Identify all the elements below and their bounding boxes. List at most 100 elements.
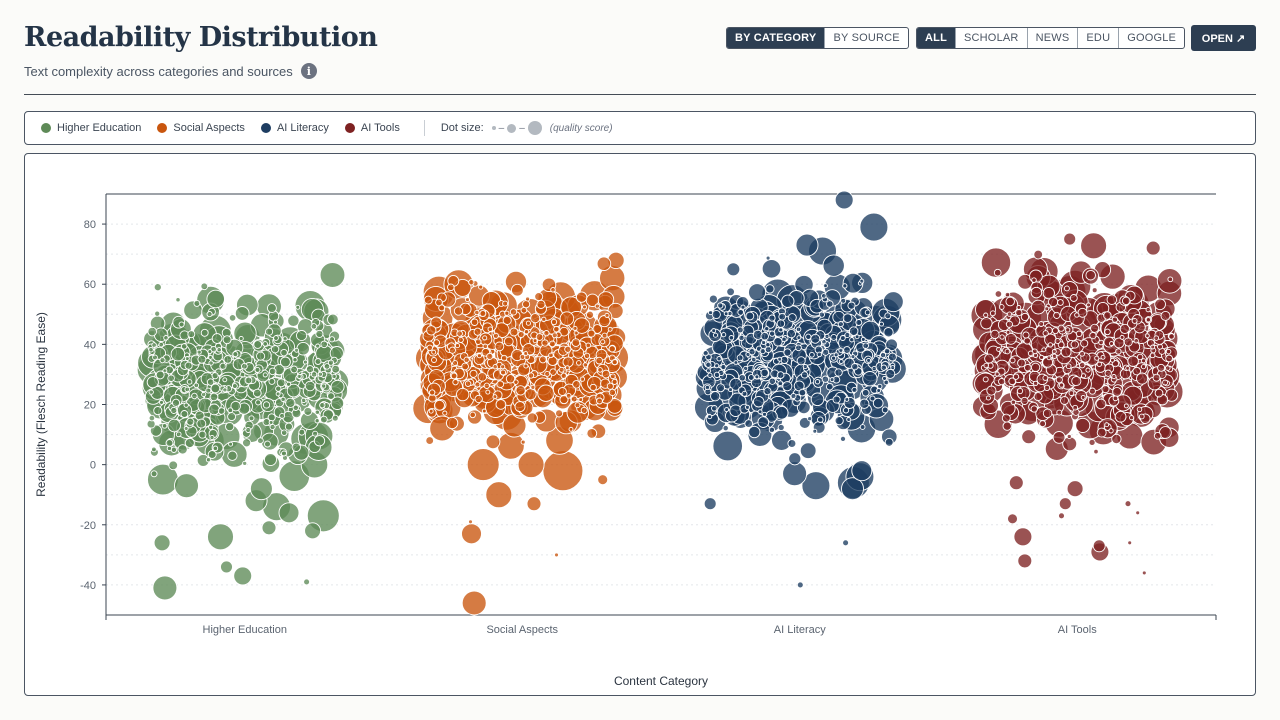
data-point [153, 406, 163, 416]
data-point [738, 374, 747, 382]
data-point [186, 379, 193, 385]
y-tick-label: -20 [80, 520, 96, 532]
data-point [1065, 327, 1071, 333]
data-point [1096, 427, 1107, 438]
data-point [159, 399, 164, 405]
data-point [222, 335, 232, 345]
view-by-source-button[interactable]: BY SOURCE [833, 32, 900, 44]
data-point [574, 402, 581, 409]
view-by-category-button[interactable]: BY CATEGORY [727, 28, 826, 48]
data-point [1008, 377, 1017, 386]
data-point [155, 370, 165, 380]
data-point [535, 333, 544, 341]
data-point [998, 304, 1005, 310]
data-point [492, 394, 498, 400]
data-point [280, 396, 286, 403]
x-tick-label: AI Tools [1058, 624, 1097, 636]
data-point [504, 310, 510, 316]
data-point [286, 383, 301, 398]
data-point [585, 342, 592, 349]
data-point [726, 287, 735, 297]
data-point [1079, 350, 1085, 357]
data-point [553, 325, 560, 333]
data-point [541, 339, 549, 347]
data-point [1015, 308, 1023, 317]
data-point [166, 445, 173, 452]
data-point [796, 581, 804, 589]
data-point [150, 470, 158, 478]
data-point [1058, 382, 1065, 388]
data-point [485, 481, 513, 509]
source-all-button[interactable]: ALL [917, 28, 956, 48]
data-point [557, 387, 567, 396]
source-edu-button[interactable]: EDU [1078, 28, 1120, 48]
data-point [745, 351, 751, 358]
data-point [296, 373, 302, 379]
data-point [1153, 431, 1162, 440]
legend-item-social-aspects[interactable]: Social Aspects [157, 122, 245, 134]
data-point [1009, 357, 1016, 364]
data-point [812, 428, 818, 434]
data-point [196, 418, 207, 429]
legend-item-ai-tools[interactable]: AI Tools [344, 122, 400, 134]
data-point [314, 409, 320, 415]
data-point [824, 333, 830, 339]
legend-item-higher-education[interactable]: Higher Education [41, 122, 141, 134]
data-point [580, 406, 588, 414]
data-point [222, 377, 228, 383]
data-point [171, 398, 181, 407]
data-point [282, 336, 288, 342]
data-point [880, 364, 887, 371]
info-icon[interactable]: i [300, 63, 317, 79]
data-point [777, 423, 785, 432]
data-point [582, 304, 587, 310]
data-point [1069, 294, 1078, 302]
data-point [461, 362, 469, 371]
data-point [711, 328, 717, 334]
source-scholar-button[interactable]: SCHOLAR [956, 28, 1028, 48]
data-point [564, 345, 572, 353]
source-news-button[interactable]: NEWS [1028, 28, 1079, 48]
data-point [714, 363, 720, 369]
x-tick-label: AI Literacy [774, 624, 826, 636]
data-point [564, 365, 570, 371]
data-point [200, 282, 209, 291]
dot-size-label: Dot size: [440, 122, 484, 134]
data-point [771, 429, 793, 451]
data-point [167, 418, 181, 433]
data-point [1043, 384, 1051, 392]
data-point [445, 416, 459, 430]
data-point [854, 334, 860, 340]
data-point [284, 422, 293, 431]
data-point [768, 377, 776, 385]
data-point [482, 343, 489, 350]
data-point [509, 308, 518, 316]
data-point [523, 351, 529, 357]
data-point [1017, 358, 1026, 368]
data-point [464, 380, 472, 387]
data-point [310, 371, 318, 378]
data-point [862, 342, 869, 349]
data-point [707, 372, 713, 378]
data-point [1115, 348, 1122, 355]
legend-item-ai-literacy[interactable]: AI Literacy [260, 122, 329, 134]
data-point [1002, 421, 1012, 431]
data-point [184, 356, 190, 361]
open-button[interactable]: OPEN ↗ [1191, 25, 1256, 51]
data-point [606, 382, 614, 390]
source-google-button[interactable]: GOOGLE [1127, 32, 1177, 44]
data-point [821, 375, 830, 383]
data-point [582, 362, 589, 368]
data-point [722, 424, 729, 432]
data-point [1075, 330, 1083, 338]
data-point [601, 332, 608, 339]
data-point [159, 357, 166, 364]
data-point [872, 397, 884, 409]
data-point [264, 440, 271, 448]
data-point [526, 412, 538, 424]
data-point [575, 291, 588, 303]
data-point [1136, 372, 1149, 385]
data-point [601, 369, 611, 379]
data-point [323, 363, 331, 370]
data-point [817, 416, 824, 423]
